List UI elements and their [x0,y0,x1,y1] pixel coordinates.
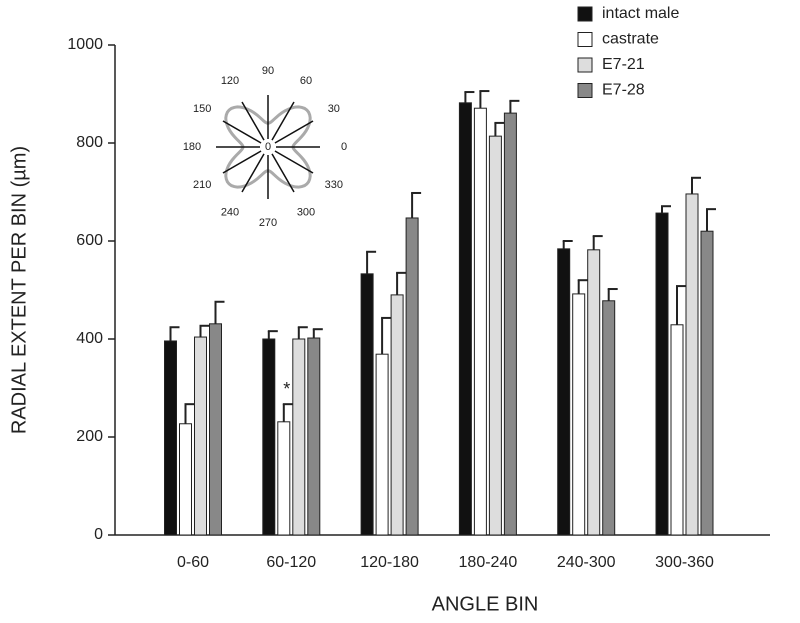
x-tick-label: 240-300 [557,554,616,571]
bar [390,294,404,536]
inset-label: 120 [221,75,239,87]
bar [375,353,389,536]
bar [473,107,487,536]
legend-label: E7-21 [602,56,645,73]
bar [655,212,669,536]
y-tick-label: 400 [76,330,103,347]
inset-ray [241,101,265,141]
inset-label: 240 [221,207,239,219]
bar [194,336,207,536]
bar [277,421,291,536]
bar [503,112,517,536]
legend-swatch [577,83,593,98]
bar [458,102,472,536]
bar [587,249,601,536]
y-tick-label: 0 [94,526,103,543]
inset-label: 330 [325,179,343,191]
x-tick-label: 180-240 [459,554,518,571]
legend-swatch [577,6,593,22]
y-tick-label: 200 [76,428,103,445]
bar [602,300,616,536]
legend-swatch [577,32,593,47]
legend-label: E7-28 [602,82,645,99]
bar [262,338,276,536]
inset-label: 150 [193,103,211,115]
inset-label: 300 [297,207,315,219]
bar [405,217,419,536]
bar [572,293,586,536]
bar [292,338,306,536]
inset-ray [241,153,265,193]
annotation: * [283,379,290,399]
bar [557,248,571,536]
bar [307,337,321,536]
y-axis-label: RADIAL EXTENT PER BIN (µm) [8,146,30,434]
bar [164,340,177,536]
inset-label: 210 [193,179,211,191]
x-tick-label: 60-120 [266,554,316,571]
bar [488,135,502,536]
bar [700,230,714,536]
bar [685,193,699,536]
x-tick-label: 0-60 [177,554,209,571]
x-tick-label: 120-180 [360,554,419,571]
bar [360,273,374,536]
inset-label: 30 [328,103,340,115]
y-tick-label: 800 [76,134,103,151]
inset-label: 270 [259,217,277,229]
x-axis-label: ANGLE BIN [432,593,539,615]
inset-label: 90 [262,65,274,77]
bar [209,323,222,536]
y-tick-label: 1000 [67,36,103,53]
inset-ray [274,150,314,174]
legend-label: castrate [602,31,659,48]
legend-swatch [577,57,593,73]
inset-ray [222,150,262,174]
inset-ray [271,101,295,141]
bar [179,423,192,536]
x-tick-label: 300-360 [655,554,714,571]
inset-label: 0 [341,141,347,153]
inset-ray [274,120,314,144]
legend-label: intact male [602,5,679,22]
inset-label: 180 [183,141,201,153]
y-tick-label: 600 [76,232,103,249]
inset-ray [271,153,295,193]
bar [670,324,684,536]
inset-label: 60 [300,75,312,87]
inset-ray [222,120,262,144]
inset-center-label: 0 [265,141,271,153]
